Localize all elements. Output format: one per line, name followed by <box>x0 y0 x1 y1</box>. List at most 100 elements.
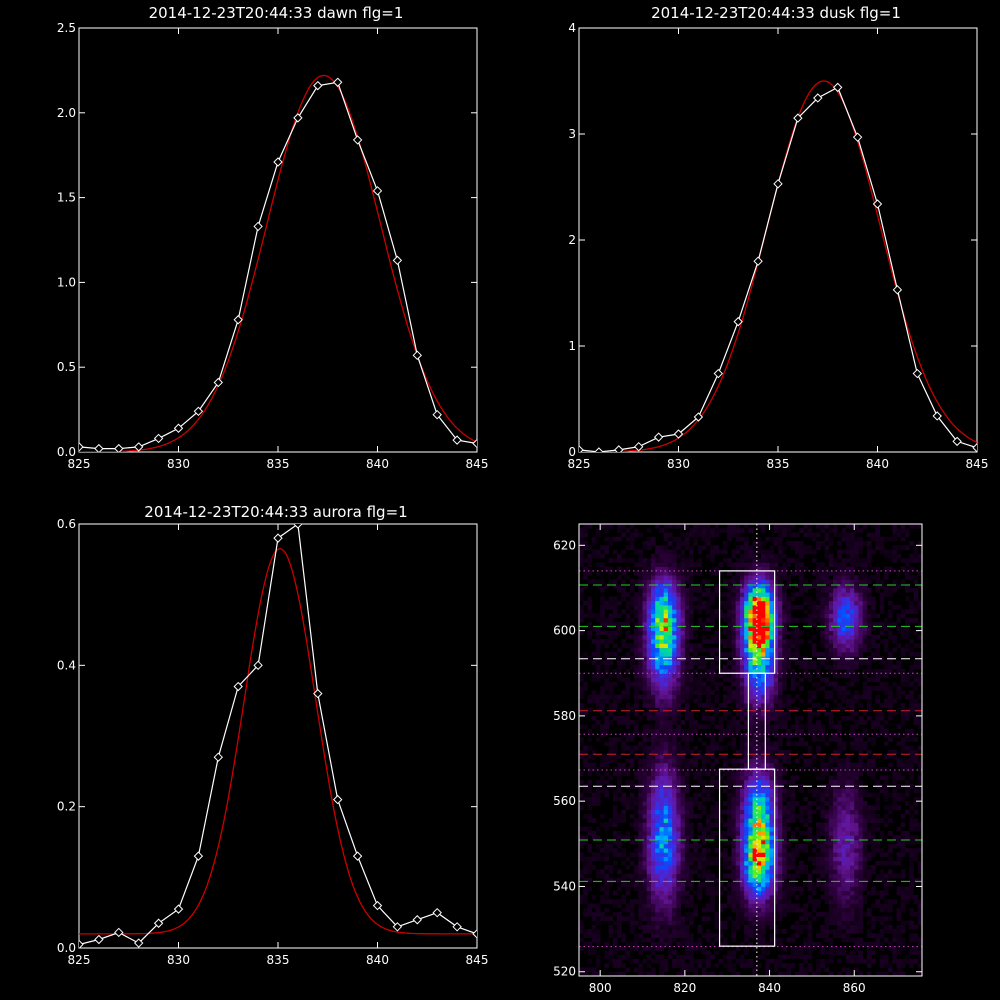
heatmap-cell <box>663 750 669 755</box>
heatmap-cell <box>697 681 703 687</box>
heatmap-cell <box>604 882 610 887</box>
heatmap-cell <box>629 579 635 585</box>
heatmap-cell <box>744 860 749 866</box>
heatmap-cell <box>778 963 783 968</box>
heatmap-cell <box>773 664 779 670</box>
dawn-data-point <box>173 423 184 433</box>
heatmap-cell <box>811 694 817 700</box>
heatmap-cell <box>667 686 673 691</box>
heatmap-cell <box>650 737 656 742</box>
heatmap-cell <box>731 971 737 977</box>
heatmap-cell <box>659 920 665 926</box>
heatmap-cell <box>672 630 677 636</box>
heatmap-cell <box>629 558 635 563</box>
heatmap-cell <box>824 886 830 892</box>
heatmap-cell <box>841 873 847 879</box>
heatmap-cell <box>659 643 665 649</box>
heatmap-cell <box>629 946 635 951</box>
heatmap-cell <box>778 626 783 631</box>
heatmap-cell <box>837 758 842 764</box>
heatmap-cell <box>663 613 669 619</box>
dusk-data-point <box>813 93 823 103</box>
heatmap-cell <box>638 950 643 956</box>
heatmap-cell <box>595 826 601 832</box>
heatmap-cell <box>778 750 783 755</box>
heatmap-cell <box>650 886 656 892</box>
heatmap-cell <box>773 626 779 631</box>
heatmap-cell <box>794 758 800 764</box>
heatmap-cell <box>752 860 758 866</box>
heatmap-cell <box>646 831 652 836</box>
heatmap-cell <box>744 690 749 695</box>
heatmap-cell <box>722 600 728 606</box>
heatmap-cell <box>667 826 673 832</box>
heatmap-cell <box>752 801 758 806</box>
heatmap-cell <box>646 673 652 678</box>
heatmap-cell <box>600 660 605 666</box>
heatmap-cell <box>824 873 830 879</box>
heatmap-cell <box>583 907 588 913</box>
heatmap-cell <box>634 920 639 926</box>
heatmap-cell <box>680 924 686 930</box>
heatmap-cell <box>799 788 804 794</box>
heatmap-cell <box>794 954 800 960</box>
heatmap-cell <box>765 894 770 900</box>
heatmap-cell <box>778 822 783 828</box>
heatmap-cell <box>799 890 804 896</box>
heatmap-cell <box>689 813 694 819</box>
heatmap-cell <box>824 570 830 576</box>
heatmap-cell <box>617 933 622 939</box>
heatmap-cell <box>706 707 711 713</box>
heatmap-cell <box>752 933 758 939</box>
heatmap-cell <box>701 741 707 747</box>
heatmap-cell <box>807 873 813 879</box>
heatmap-cell <box>625 886 631 892</box>
heatmap-cell <box>689 724 694 730</box>
heatmap-cell <box>667 562 673 568</box>
heatmap-cell <box>655 524 660 529</box>
heatmap-cell <box>790 643 796 649</box>
heatmap-cell <box>807 617 813 623</box>
heatmap-cell <box>727 609 732 614</box>
heatmap-cell <box>807 899 813 904</box>
heatmap-cell <box>824 762 830 768</box>
heatmap-cell <box>617 720 622 725</box>
heatmap-cell <box>587 907 593 913</box>
heatmap-cell <box>731 605 737 610</box>
heatmap-cell <box>714 698 720 704</box>
heatmap-cell <box>837 643 842 649</box>
heatmap-cell <box>850 869 855 875</box>
heatmap-cell <box>672 681 677 687</box>
heatmap-cell <box>803 762 809 768</box>
heatmap-cell <box>667 694 673 700</box>
heatmap-cell <box>689 737 694 742</box>
heatmap-cell <box>680 843 686 849</box>
heatmap-cell <box>841 805 847 811</box>
heatmap-cell <box>714 963 720 968</box>
heatmap-cell <box>807 673 813 678</box>
heatmap-cell <box>727 711 732 717</box>
heatmap-cell <box>739 856 745 862</box>
heatmap-cell <box>655 613 660 619</box>
heatmap-cell <box>659 528 665 533</box>
heatmap-cell <box>621 741 626 747</box>
heatmap-cell <box>714 545 720 550</box>
heatmap-cell <box>841 946 847 951</box>
heatmap-cell <box>778 873 783 879</box>
heatmap-cell <box>727 890 732 896</box>
heatmap-cell <box>769 583 775 589</box>
heatmap-cell <box>706 524 711 529</box>
heatmap-cell <box>769 958 775 964</box>
heatmap-cell <box>701 907 707 913</box>
heatmap-cell <box>591 818 597 823</box>
heatmap-cell <box>765 690 770 695</box>
heatmap-cell <box>689 801 694 806</box>
heatmap-cell <box>735 711 741 717</box>
heatmap-cell <box>604 617 610 623</box>
heatmap-cell <box>761 848 766 853</box>
heatmap-cell <box>735 570 741 576</box>
heatmap-cell <box>756 549 762 555</box>
heatmap-cell <box>650 698 656 704</box>
heatmap-cell <box>748 963 754 968</box>
heatmap-cell <box>663 848 669 853</box>
